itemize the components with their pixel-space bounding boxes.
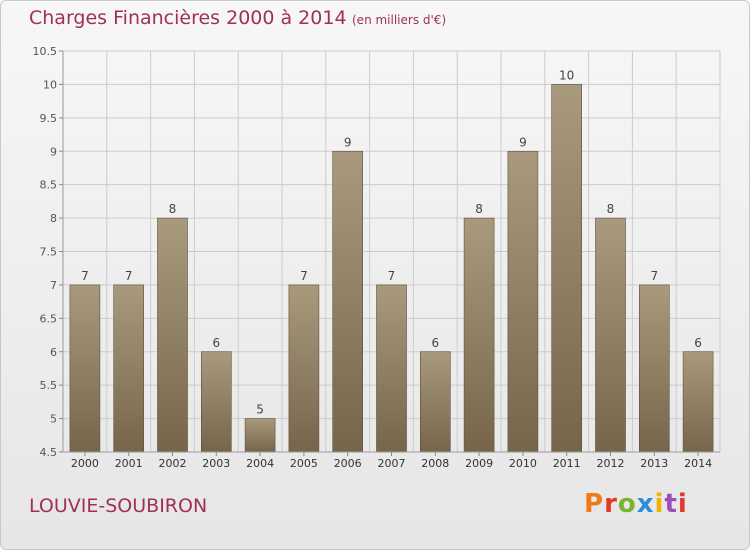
y-tick-label: 10.5 [33, 45, 58, 58]
y-tick-label: 9 [50, 145, 57, 158]
bar-value-label: 5 [256, 403, 264, 417]
y-tick-label: 6.5 [40, 312, 58, 325]
bar [332, 150, 364, 453]
y-tick-label: 8 [50, 212, 57, 225]
logo-letter: x [636, 489, 655, 519]
chart-unit: (en milliers d'€) [352, 13, 447, 27]
x-tick-label: 2007 [378, 457, 406, 470]
bar-value-label: 7 [125, 269, 133, 283]
bar [288, 284, 320, 453]
x-tick-label: 2006 [334, 457, 362, 470]
y-tick-label: 10 [43, 78, 57, 91]
bar-value-label: 7 [300, 269, 308, 283]
x-tick-label: 2000 [71, 457, 99, 470]
bar [69, 284, 101, 453]
y-tick-label: 9.5 [40, 112, 58, 125]
x-tick-label: 2010 [509, 457, 537, 470]
x-tick-label: 2003 [202, 457, 230, 470]
y-tick-label: 7.5 [40, 246, 58, 259]
x-tick-label: 2013 [640, 457, 668, 470]
bar [201, 351, 232, 453]
bar [682, 351, 714, 453]
bar [113, 284, 144, 453]
y-tick-label: 8.5 [40, 179, 58, 192]
bar-value-label: 7 [81, 269, 89, 283]
bar [507, 150, 539, 453]
bar-value-label: 10 [559, 68, 574, 82]
bar [419, 351, 451, 453]
bar [463, 217, 495, 453]
bar [638, 284, 670, 453]
bar-value-label: 6 [694, 336, 702, 350]
bar [157, 217, 188, 453]
bar [595, 217, 626, 453]
x-tick-label: 2004 [246, 457, 274, 470]
bar [376, 284, 407, 453]
x-tick-label: 2001 [115, 457, 143, 470]
bars: 7 7 8 6 5 7 9 7 6 8 9 10 8 7 6 [69, 68, 714, 453]
commune-name: LOUVIE-SOUBIRON [29, 495, 208, 517]
bar-value-label: 9 [519, 135, 527, 149]
x-tick-label: 2008 [421, 457, 449, 470]
chart-title: Charges Financières 2000 à 2014 [29, 7, 347, 29]
bar-value-label: 7 [388, 269, 396, 283]
bar-value-label: 6 [212, 336, 220, 350]
bar-value-label: 8 [607, 202, 615, 216]
bar-value-label: 8 [169, 202, 177, 216]
bar [551, 84, 583, 453]
proxiti-logo: Proxiti [584, 489, 688, 519]
bar-value-label: 8 [475, 202, 483, 216]
x-tick-label: 2009 [465, 457, 493, 470]
y-tick-label: 4.5 [40, 446, 58, 459]
y-tick-label: 6 [50, 346, 57, 359]
logo-letter: o [617, 489, 637, 519]
logo-letter: i [654, 489, 665, 519]
bar-value-label: 6 [431, 336, 439, 350]
y-tick-label: 5.5 [40, 379, 58, 392]
logo-letter: r [604, 489, 618, 519]
y-tick-label: 7 [50, 279, 57, 292]
bar [244, 418, 276, 453]
y-tick-label: 5 [50, 413, 57, 426]
x-tick-label: 2002 [159, 457, 187, 470]
logo-letter: P [584, 489, 605, 519]
x-tick-label: 2014 [684, 457, 712, 470]
x-tick-label: 2011 [553, 457, 581, 470]
logo-letter: t [664, 489, 678, 519]
x-tick-label: 2012 [597, 457, 625, 470]
bar-value-label: 9 [344, 135, 352, 149]
logo-letter: i [677, 489, 688, 519]
axes: 4.5 5 5.5 6 6.5 7 7.5 8 8.5 9 9.5 10 10.5 2000 2001 200… [33, 45, 720, 470]
bar-value-label: 7 [650, 269, 658, 283]
x-tick-label: 2005 [290, 457, 318, 470]
